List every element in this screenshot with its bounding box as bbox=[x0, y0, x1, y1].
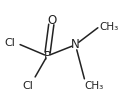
Text: CH₃: CH₃ bbox=[85, 81, 104, 91]
Text: O: O bbox=[47, 14, 56, 27]
Text: N: N bbox=[71, 38, 80, 51]
Text: Cl: Cl bbox=[22, 81, 33, 91]
Text: P: P bbox=[44, 50, 51, 62]
Text: CH₃: CH₃ bbox=[99, 22, 118, 32]
Text: Cl: Cl bbox=[4, 38, 15, 48]
